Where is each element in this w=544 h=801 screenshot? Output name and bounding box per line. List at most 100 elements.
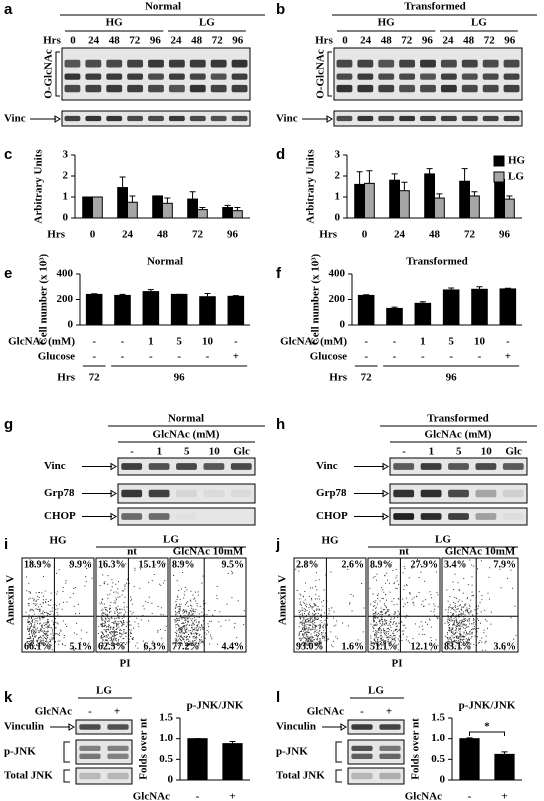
event-dot bbox=[403, 605, 405, 607]
event-dot bbox=[134, 567, 136, 569]
event-dot bbox=[101, 614, 103, 616]
event-dot bbox=[433, 603, 435, 605]
event-dot bbox=[183, 639, 185, 641]
event-dot bbox=[465, 603, 467, 605]
band bbox=[379, 772, 401, 780]
event-dot bbox=[389, 645, 391, 647]
panel-letter: c bbox=[4, 146, 12, 163]
event-dot bbox=[42, 643, 44, 645]
event-dot bbox=[514, 605, 516, 607]
event-dot bbox=[120, 620, 122, 622]
event-dot bbox=[114, 621, 116, 623]
event-dot bbox=[305, 639, 307, 640]
event-dot bbox=[328, 610, 330, 612]
event-dot bbox=[120, 612, 122, 614]
event-dot bbox=[43, 616, 45, 618]
lane-label: - bbox=[360, 706, 364, 718]
event-dot bbox=[184, 610, 185, 612]
event-dot bbox=[376, 579, 377, 581]
band bbox=[420, 115, 436, 122]
event-dot bbox=[312, 627, 314, 629]
event-dot bbox=[300, 610, 302, 612]
event-dot bbox=[123, 614, 125, 616]
band bbox=[420, 59, 436, 68]
event-dot bbox=[115, 583, 117, 585]
event-dot bbox=[373, 644, 375, 646]
event-dot bbox=[380, 626, 382, 628]
event-dot bbox=[101, 625, 103, 627]
band bbox=[79, 772, 101, 780]
event-dot bbox=[504, 649, 506, 651]
event-dot bbox=[174, 619, 176, 621]
band bbox=[420, 489, 442, 498]
lane-label: 96 bbox=[150, 35, 162, 47]
panel-title: Transformed bbox=[427, 413, 489, 425]
event-dot bbox=[33, 625, 35, 627]
event-dot bbox=[201, 582, 203, 584]
event-dot bbox=[86, 631, 88, 633]
event-dot bbox=[47, 601, 49, 602]
event-dot bbox=[376, 643, 378, 645]
event-dot bbox=[382, 629, 384, 631]
event-dot bbox=[350, 645, 352, 647]
band bbox=[127, 84, 144, 93]
event-dot bbox=[111, 644, 113, 646]
event-dot bbox=[459, 604, 461, 606]
event-dot bbox=[35, 605, 37, 606]
event-dot bbox=[175, 640, 177, 642]
event-dot bbox=[64, 645, 66, 647]
band bbox=[231, 59, 248, 68]
event-dot bbox=[471, 633, 473, 635]
event-dot bbox=[311, 613, 313, 615]
bracket bbox=[335, 769, 342, 783]
event-dot bbox=[465, 626, 467, 628]
event-dot bbox=[109, 632, 111, 634]
event-dot bbox=[115, 634, 116, 636]
event-dot bbox=[123, 623, 125, 625]
table-cell: + bbox=[505, 351, 511, 363]
event-dot bbox=[201, 625, 203, 627]
event-dot bbox=[384, 632, 386, 634]
event-dot bbox=[109, 636, 111, 638]
event-dot bbox=[31, 625, 33, 627]
event-dot bbox=[89, 562, 91, 564]
quadrant-label: 77.2% bbox=[172, 641, 200, 652]
event-dot bbox=[455, 619, 457, 621]
event-dot bbox=[326, 638, 328, 640]
event-dot bbox=[174, 621, 176, 623]
event-dot bbox=[396, 580, 398, 582]
event-dot bbox=[179, 606, 181, 608]
event-dot bbox=[308, 627, 310, 629]
event-dot bbox=[307, 640, 309, 642]
band bbox=[168, 73, 185, 80]
event-dot bbox=[471, 595, 473, 597]
event-dot bbox=[398, 630, 400, 631]
event-dot bbox=[459, 639, 461, 641]
band bbox=[176, 513, 197, 520]
event-dot bbox=[130, 629, 132, 631]
event-dot bbox=[373, 619, 375, 621]
event-dot bbox=[179, 636, 181, 638]
event-dot bbox=[299, 638, 301, 640]
event-dot bbox=[468, 613, 470, 615]
event-dot bbox=[27, 619, 29, 621]
event-dot bbox=[379, 642, 381, 644]
event-dot bbox=[403, 585, 405, 587]
event-dot bbox=[389, 624, 391, 626]
event-dot bbox=[321, 601, 323, 603]
event-dot bbox=[319, 638, 321, 640]
event-dot bbox=[190, 629, 192, 631]
event-dot bbox=[373, 605, 375, 607]
arrow-head bbox=[382, 512, 389, 521]
event-dot bbox=[108, 648, 110, 650]
event-dot bbox=[302, 622, 304, 624]
bar bbox=[227, 295, 245, 326]
event-dot bbox=[468, 604, 470, 606]
event-dot bbox=[325, 632, 327, 634]
event-dot bbox=[380, 635, 382, 636]
event-dot bbox=[310, 606, 312, 608]
event-dot bbox=[29, 592, 31, 594]
event-dot bbox=[32, 641, 34, 643]
event-dot bbox=[122, 638, 124, 640]
event-dot bbox=[316, 641, 318, 643]
